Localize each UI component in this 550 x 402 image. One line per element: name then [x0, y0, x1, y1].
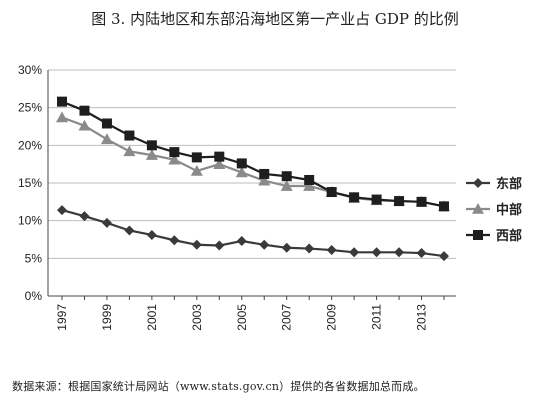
- data-point: [124, 130, 135, 141]
- data-point: [280, 180, 293, 191]
- data-point: [371, 247, 382, 258]
- legend-marker: [473, 178, 483, 188]
- data-point: [304, 174, 315, 185]
- data-point: [235, 166, 248, 178]
- legend-marker: [472, 203, 484, 214]
- data-point: [258, 174, 271, 186]
- data-point: [79, 211, 90, 222]
- series-west: [57, 96, 449, 212]
- series: [56, 96, 450, 262]
- data-point: [326, 187, 337, 198]
- data-point: [439, 201, 449, 212]
- data-point: [349, 192, 360, 203]
- series-east: [57, 205, 449, 262]
- x-tick-label: 2009: [325, 304, 339, 331]
- data-point: [281, 171, 292, 182]
- data-point: [236, 236, 247, 247]
- data-point: [394, 247, 405, 258]
- data-point: [326, 245, 337, 256]
- data-point: [259, 168, 270, 179]
- data-point: [304, 243, 315, 254]
- data-point: [214, 240, 225, 251]
- y-tick-label: 0%: [25, 289, 43, 303]
- data-point: [303, 180, 316, 191]
- legend-item: 中部: [466, 202, 522, 218]
- legend-item: 东部: [466, 176, 522, 192]
- data-point: [146, 140, 157, 151]
- x-tick-label: 2013: [415, 304, 429, 331]
- source-note: 数据来源：根据国家统计局网站（www.stats.gov.cn）提供的各省数据加…: [12, 380, 425, 393]
- data-point: [78, 119, 91, 131]
- axes: [47, 70, 456, 300]
- x-tick-label: 2007: [280, 304, 294, 331]
- data-point: [101, 217, 112, 228]
- x-tick-label: 2003: [190, 304, 204, 331]
- series-central: [56, 111, 450, 212]
- chart-title: 图 3. 内陆地区和东部沿海地区第一产业占 GDP 的比例: [91, 10, 459, 28]
- data-point: [169, 147, 180, 158]
- y-tick-label: 30%: [18, 63, 42, 77]
- data-point: [145, 149, 158, 160]
- x-tick-label: 2011: [370, 304, 384, 330]
- data-point: [190, 164, 203, 176]
- y-tick-label: 25%: [18, 101, 42, 115]
- data-point: [191, 239, 202, 250]
- x-tick-label: 2001: [145, 304, 159, 331]
- data-point: [57, 96, 67, 107]
- y-tick-label: 10%: [18, 214, 42, 228]
- data-point: [259, 239, 270, 250]
- legend-item: 西部: [466, 228, 522, 244]
- y-tick-label: 20%: [18, 138, 42, 152]
- data-point: [349, 247, 360, 258]
- x-tick-label: 2005: [235, 304, 249, 331]
- data-point: [394, 196, 405, 207]
- x-axis-tick-labels: 1997 1999 2001 2003 2005 2007 2009 2011 2013: [55, 304, 429, 331]
- data-point: [168, 153, 181, 165]
- legend-label: 中部: [496, 202, 522, 218]
- data-point: [79, 105, 90, 116]
- data-point: [439, 251, 449, 262]
- legend-marker: [473, 230, 483, 240]
- data-point: [371, 194, 382, 205]
- series-line: [61, 209, 445, 258]
- legend-label: 东部: [496, 176, 522, 192]
- data-point: [124, 225, 135, 236]
- y-tick-label: 5%: [25, 251, 43, 265]
- data-point: [57, 205, 67, 216]
- data-point: [416, 196, 427, 207]
- y-tick-label: 15%: [18, 176, 42, 190]
- data-point: [281, 242, 292, 253]
- gridlines: [48, 69, 456, 259]
- legend-label: 西部: [496, 228, 522, 244]
- data-point: [236, 158, 247, 169]
- data-point: [213, 158, 226, 169]
- data-point: [101, 118, 112, 129]
- data-point: [146, 229, 157, 240]
- y-axis-tick-labels: 0% 5% 10% 15% 20% 25% 30%: [18, 63, 42, 303]
- data-point: [100, 133, 113, 145]
- data-point: [214, 151, 225, 162]
- data-point: [56, 111, 68, 123]
- x-tick-label: 1999: [100, 304, 114, 331]
- data-point: [169, 235, 180, 246]
- data-point: [416, 248, 427, 259]
- series-line: [61, 100, 445, 208]
- data-point: [191, 152, 202, 163]
- data-point: [123, 145, 136, 157]
- x-tick-label: 1997: [55, 304, 69, 331]
